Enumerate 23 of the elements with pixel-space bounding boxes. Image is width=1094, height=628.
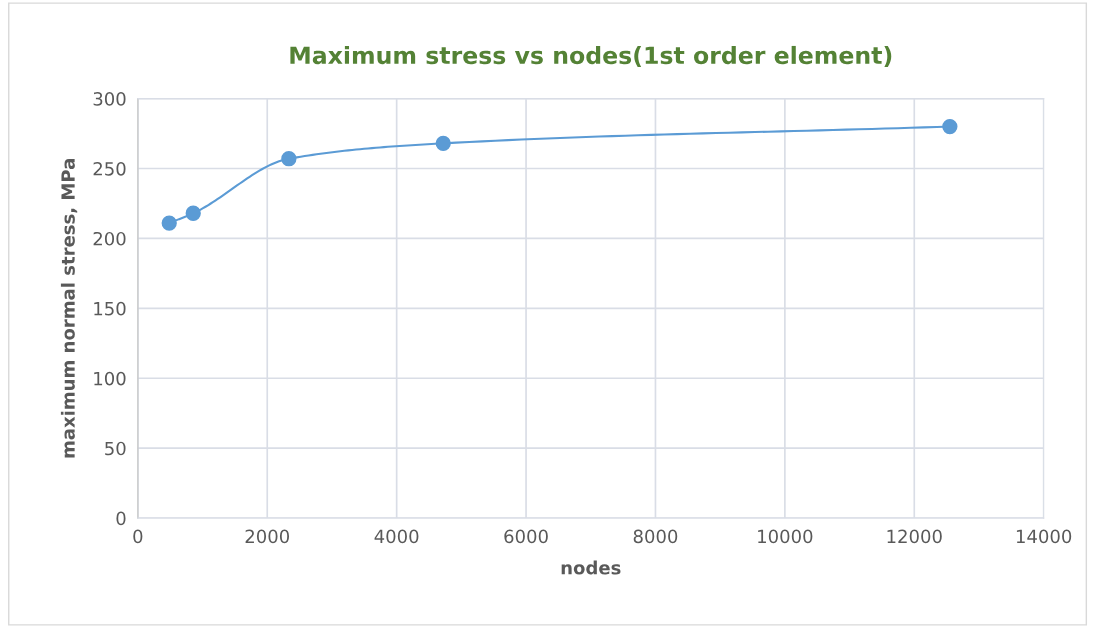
- x-tick-label: 14000: [1016, 529, 1072, 544]
- y-tick-label: 150: [94, 301, 126, 316]
- x-tick-label: 4000: [374, 529, 419, 544]
- x-tick-label: 6000: [504, 529, 548, 544]
- point: [185, 205, 201, 221]
- point: [281, 151, 297, 167]
- y-tick-label: 200: [93, 231, 126, 246]
- point: [161, 215, 177, 231]
- x-tick-label: 10000: [758, 529, 813, 544]
- x-tick-label: 8000: [633, 529, 678, 544]
- x-tick-label: 12000: [887, 529, 942, 544]
- y-tick-label: 0: [116, 511, 126, 526]
- y-tick-label: 50: [105, 441, 126, 456]
- y-tick-label: 300: [93, 92, 126, 106]
- point: [942, 118, 958, 135]
- x-tick-label: 2000: [245, 529, 290, 544]
- x-axis-title: nodes: [561, 560, 621, 575]
- y-tick-label: 100: [94, 371, 126, 386]
- x-tick-label: 0: [133, 529, 143, 544]
- y-tick-label: 250: [93, 161, 126, 176]
- y-axis-title: maximum normal stress, MPa: [60, 159, 78, 458]
- point: [435, 135, 451, 151]
- chart-title: Maximum stress vs nodes(1st order element): [290, 45, 892, 67]
